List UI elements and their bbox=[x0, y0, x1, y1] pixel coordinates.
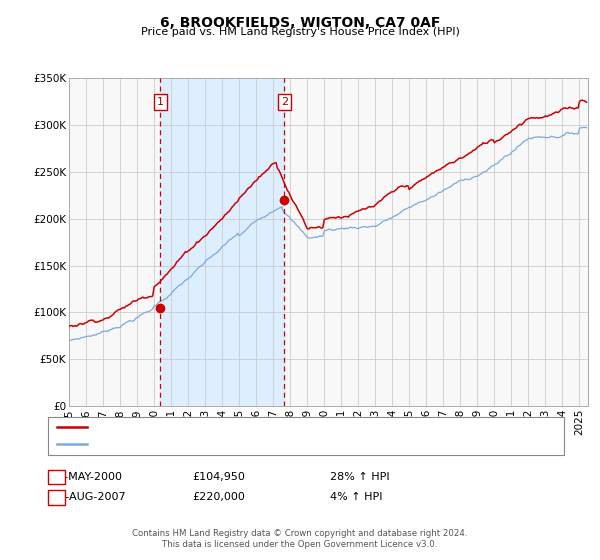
Text: 6, BROOKFIELDS, WIGTON, CA7 0AF: 6, BROOKFIELDS, WIGTON, CA7 0AF bbox=[160, 16, 440, 30]
Text: £220,000: £220,000 bbox=[192, 492, 245, 502]
Text: 12-MAY-2000: 12-MAY-2000 bbox=[51, 472, 123, 482]
Text: 6, BROOKFIELDS, WIGTON, CA7 0AF (detached house): 6, BROOKFIELDS, WIGTON, CA7 0AF (detache… bbox=[93, 422, 375, 432]
Text: 24-AUG-2007: 24-AUG-2007 bbox=[51, 492, 125, 502]
Text: 28% ↑ HPI: 28% ↑ HPI bbox=[330, 472, 389, 482]
Text: £104,950: £104,950 bbox=[192, 472, 245, 482]
Text: Price paid vs. HM Land Registry's House Price Index (HPI): Price paid vs. HM Land Registry's House … bbox=[140, 27, 460, 37]
Text: HPI: Average price, detached house, Cumberland: HPI: Average price, detached house, Cumb… bbox=[93, 439, 350, 449]
Text: 2: 2 bbox=[53, 492, 60, 502]
Text: 4% ↑ HPI: 4% ↑ HPI bbox=[330, 492, 383, 502]
Text: 1: 1 bbox=[157, 97, 164, 107]
Text: Contains HM Land Registry data © Crown copyright and database right 2024.
This d: Contains HM Land Registry data © Crown c… bbox=[132, 529, 468, 549]
Text: 2: 2 bbox=[281, 97, 288, 107]
Bar bbox=[160, 78, 284, 406]
Text: 1: 1 bbox=[53, 472, 60, 482]
